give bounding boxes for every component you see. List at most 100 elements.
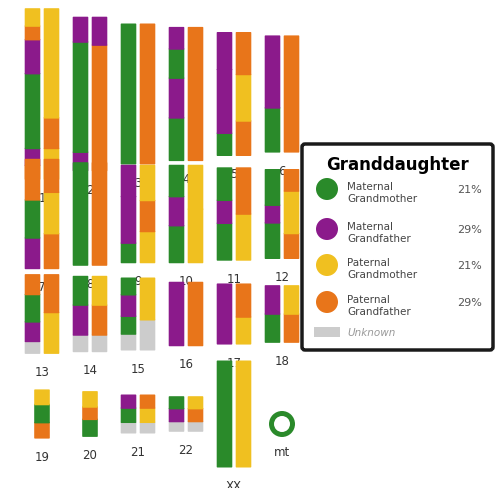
FancyBboxPatch shape (140, 278, 156, 321)
FancyBboxPatch shape (72, 42, 88, 154)
Text: 21%: 21% (457, 261, 482, 270)
FancyBboxPatch shape (24, 322, 40, 343)
FancyBboxPatch shape (264, 314, 280, 343)
Text: Paternal
Grandmother: Paternal Grandmother (347, 258, 417, 280)
FancyBboxPatch shape (236, 121, 252, 157)
Text: 2: 2 (86, 183, 94, 196)
FancyBboxPatch shape (34, 389, 50, 406)
FancyBboxPatch shape (72, 334, 88, 352)
FancyBboxPatch shape (44, 233, 60, 270)
FancyBboxPatch shape (92, 305, 108, 336)
FancyBboxPatch shape (216, 33, 232, 71)
Circle shape (316, 179, 338, 201)
FancyBboxPatch shape (24, 26, 40, 41)
Text: XX: XX (226, 479, 242, 488)
FancyBboxPatch shape (188, 282, 204, 346)
Text: 13: 13 (34, 366, 50, 378)
FancyBboxPatch shape (188, 28, 204, 162)
FancyBboxPatch shape (140, 165, 156, 202)
Text: 12: 12 (274, 271, 289, 284)
FancyBboxPatch shape (216, 168, 232, 202)
FancyBboxPatch shape (92, 163, 108, 266)
FancyBboxPatch shape (44, 9, 60, 120)
FancyBboxPatch shape (92, 45, 108, 172)
Text: 16: 16 (178, 358, 194, 371)
FancyBboxPatch shape (168, 165, 184, 198)
FancyBboxPatch shape (120, 24, 136, 165)
FancyBboxPatch shape (34, 404, 50, 424)
FancyBboxPatch shape (264, 205, 280, 224)
FancyBboxPatch shape (284, 36, 300, 153)
FancyBboxPatch shape (140, 200, 156, 233)
Text: 20: 20 (82, 448, 98, 461)
FancyBboxPatch shape (140, 395, 156, 409)
Text: 11: 11 (226, 272, 242, 285)
Text: 18: 18 (274, 354, 289, 367)
FancyBboxPatch shape (82, 419, 98, 437)
Text: Paternal
Grandfather: Paternal Grandfather (347, 294, 411, 317)
FancyBboxPatch shape (24, 294, 40, 323)
FancyBboxPatch shape (24, 238, 40, 270)
FancyBboxPatch shape (120, 243, 136, 264)
FancyBboxPatch shape (120, 196, 136, 244)
FancyBboxPatch shape (34, 422, 50, 439)
FancyBboxPatch shape (236, 317, 252, 345)
FancyBboxPatch shape (44, 312, 60, 354)
Bar (314, 327, 340, 337)
FancyBboxPatch shape (44, 118, 60, 150)
FancyBboxPatch shape (264, 36, 280, 109)
FancyBboxPatch shape (236, 214, 252, 261)
Text: 29%: 29% (457, 297, 482, 307)
FancyBboxPatch shape (284, 285, 300, 315)
FancyBboxPatch shape (216, 200, 232, 224)
Circle shape (316, 254, 338, 276)
Text: 21: 21 (130, 445, 146, 458)
FancyBboxPatch shape (168, 78, 184, 120)
Text: 8: 8 (86, 278, 94, 290)
FancyBboxPatch shape (188, 209, 204, 264)
FancyBboxPatch shape (236, 168, 252, 215)
FancyBboxPatch shape (120, 316, 136, 335)
Text: 6: 6 (278, 164, 286, 178)
FancyBboxPatch shape (82, 391, 98, 408)
FancyBboxPatch shape (168, 28, 184, 51)
FancyBboxPatch shape (264, 170, 280, 206)
FancyBboxPatch shape (44, 192, 60, 235)
Text: Maternal
Grandfather: Maternal Grandfather (347, 222, 411, 244)
FancyBboxPatch shape (302, 145, 493, 350)
FancyBboxPatch shape (140, 422, 156, 434)
Text: 4: 4 (182, 173, 190, 186)
FancyBboxPatch shape (24, 40, 40, 75)
Text: Unknown: Unknown (347, 327, 396, 337)
FancyBboxPatch shape (168, 225, 184, 264)
FancyBboxPatch shape (216, 70, 232, 135)
FancyBboxPatch shape (44, 148, 60, 181)
FancyBboxPatch shape (72, 18, 88, 44)
Text: 14: 14 (82, 364, 98, 377)
Text: 1: 1 (38, 192, 46, 204)
Circle shape (269, 411, 295, 437)
Circle shape (316, 291, 338, 313)
FancyBboxPatch shape (284, 191, 300, 235)
FancyBboxPatch shape (120, 165, 136, 198)
FancyBboxPatch shape (44, 160, 60, 194)
FancyBboxPatch shape (140, 319, 156, 351)
FancyBboxPatch shape (92, 18, 108, 47)
Text: 29%: 29% (457, 224, 482, 235)
FancyBboxPatch shape (236, 361, 252, 468)
FancyBboxPatch shape (140, 407, 156, 423)
FancyBboxPatch shape (120, 395, 136, 409)
FancyBboxPatch shape (236, 284, 252, 318)
FancyBboxPatch shape (168, 408, 184, 423)
FancyBboxPatch shape (82, 407, 98, 420)
FancyBboxPatch shape (92, 334, 108, 352)
FancyBboxPatch shape (284, 233, 300, 260)
FancyBboxPatch shape (188, 421, 204, 432)
FancyBboxPatch shape (168, 49, 184, 80)
FancyBboxPatch shape (120, 278, 136, 296)
FancyBboxPatch shape (92, 276, 108, 306)
FancyBboxPatch shape (216, 133, 232, 157)
FancyBboxPatch shape (216, 223, 232, 261)
FancyBboxPatch shape (140, 24, 156, 165)
Text: 9: 9 (134, 275, 142, 288)
